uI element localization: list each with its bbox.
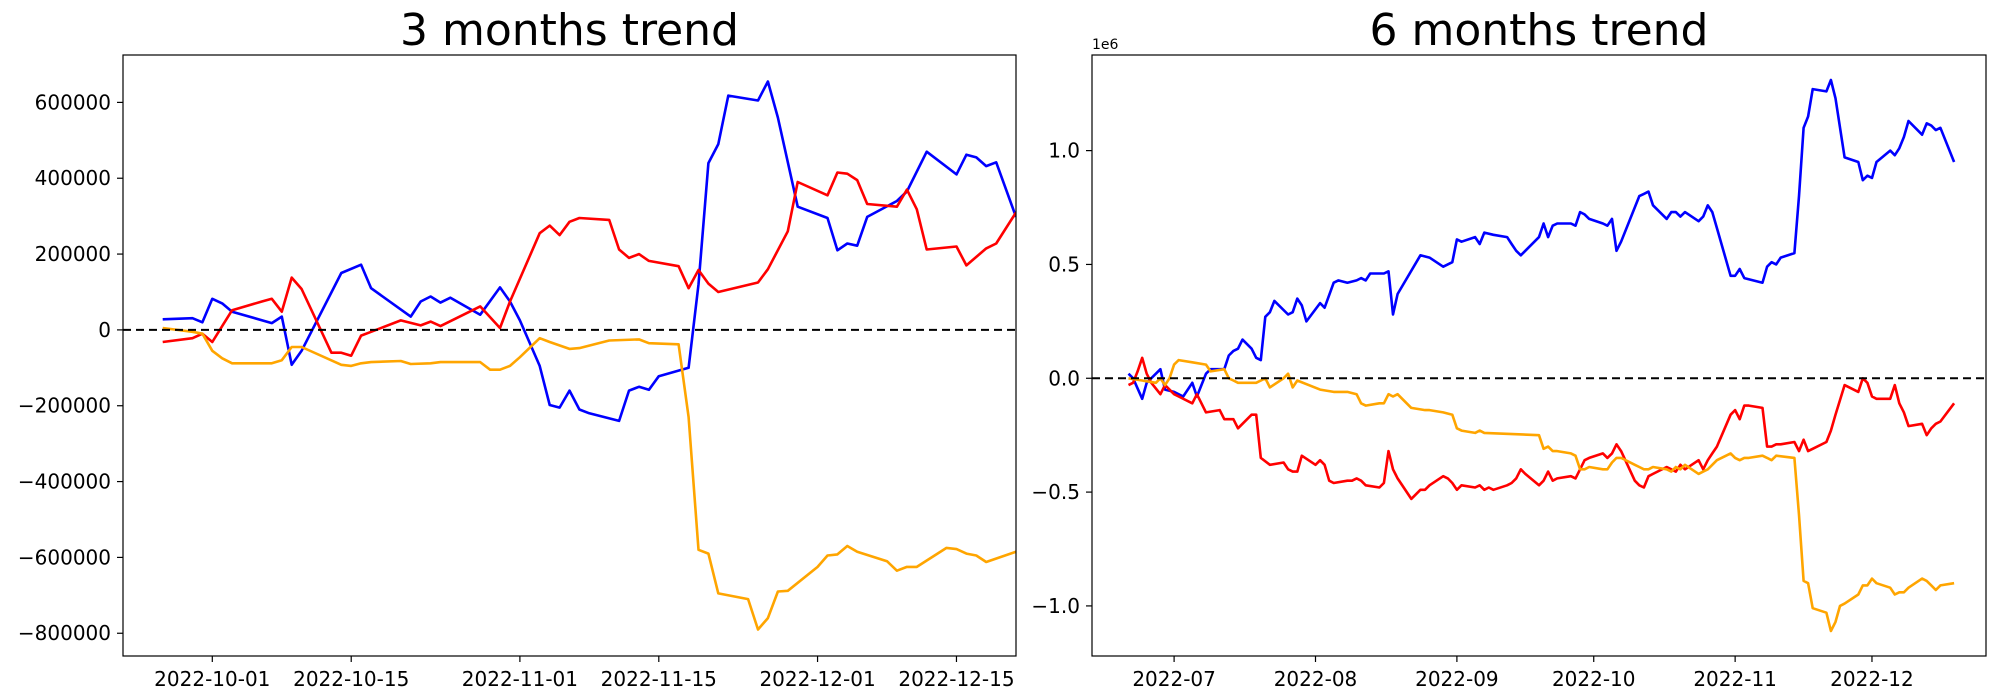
x-tick-label: 2022-08 [1274, 667, 1358, 691]
y-tick-label: 0 [98, 318, 111, 342]
x-tick-label: 2022-07 [1132, 667, 1216, 691]
series-line-2 [1127, 356, 1956, 501]
x-tick-label: 2022-12 [1830, 667, 1914, 691]
x-tick-label: 2022-12-15 [898, 667, 1014, 691]
chart-title: 6 months trend [1370, 5, 1709, 56]
chart-panel-1: 3 months trend 600000 400000 200000 0 −200000… [18, 5, 1017, 691]
y-tick-label: −1.0 [1031, 594, 1080, 618]
y-tick-label: −600000 [18, 545, 111, 569]
y-tick-label: 0.5 [1048, 252, 1080, 276]
series-line-2 [162, 171, 1016, 357]
x-tick-label: 2022-09 [1415, 667, 1499, 691]
x-tick-label: 2022-10 [1552, 667, 1636, 691]
x-tick-label: 2022-11-01 [462, 667, 578, 691]
x-tick-label: 2022-12-01 [759, 667, 875, 691]
y-tick-label: −0.5 [1031, 480, 1080, 504]
x-tick-label: 2022-11-15 [601, 667, 717, 691]
chart-panel-2: 6 months trend 1.0 0.5 0.0 −0.5 −1.0 2022-07 20… [1031, 5, 1987, 691]
y-tick-label: 600000 [35, 90, 111, 114]
y-tick-label: 400000 [35, 166, 111, 190]
y-tick-label: 200000 [35, 242, 111, 266]
x-tick-label: 2022-10-15 [293, 667, 409, 691]
y-tick-label: 0.0 [1048, 366, 1080, 390]
plot-frame [122, 54, 1017, 657]
series-line-3 [1128, 358, 1955, 633]
series-line-1 [1127, 78, 1956, 401]
series-line-1 [162, 80, 1016, 423]
plot-frame [1091, 54, 1987, 657]
y-tick-label: −400000 [18, 470, 111, 494]
y-axis-offset-label: 1e6 [1092, 37, 1119, 53]
series-line-3 [162, 326, 1016, 631]
y-tick-label: −800000 [18, 621, 111, 645]
y-tick-label: −200000 [18, 394, 111, 418]
x-tick-label: 2022-10-01 [154, 667, 270, 691]
x-tick-label: 2022-11 [1693, 667, 1777, 691]
chart-title: 3 months trend [400, 5, 739, 56]
y-tick-label: 1.0 [1048, 139, 1080, 163]
